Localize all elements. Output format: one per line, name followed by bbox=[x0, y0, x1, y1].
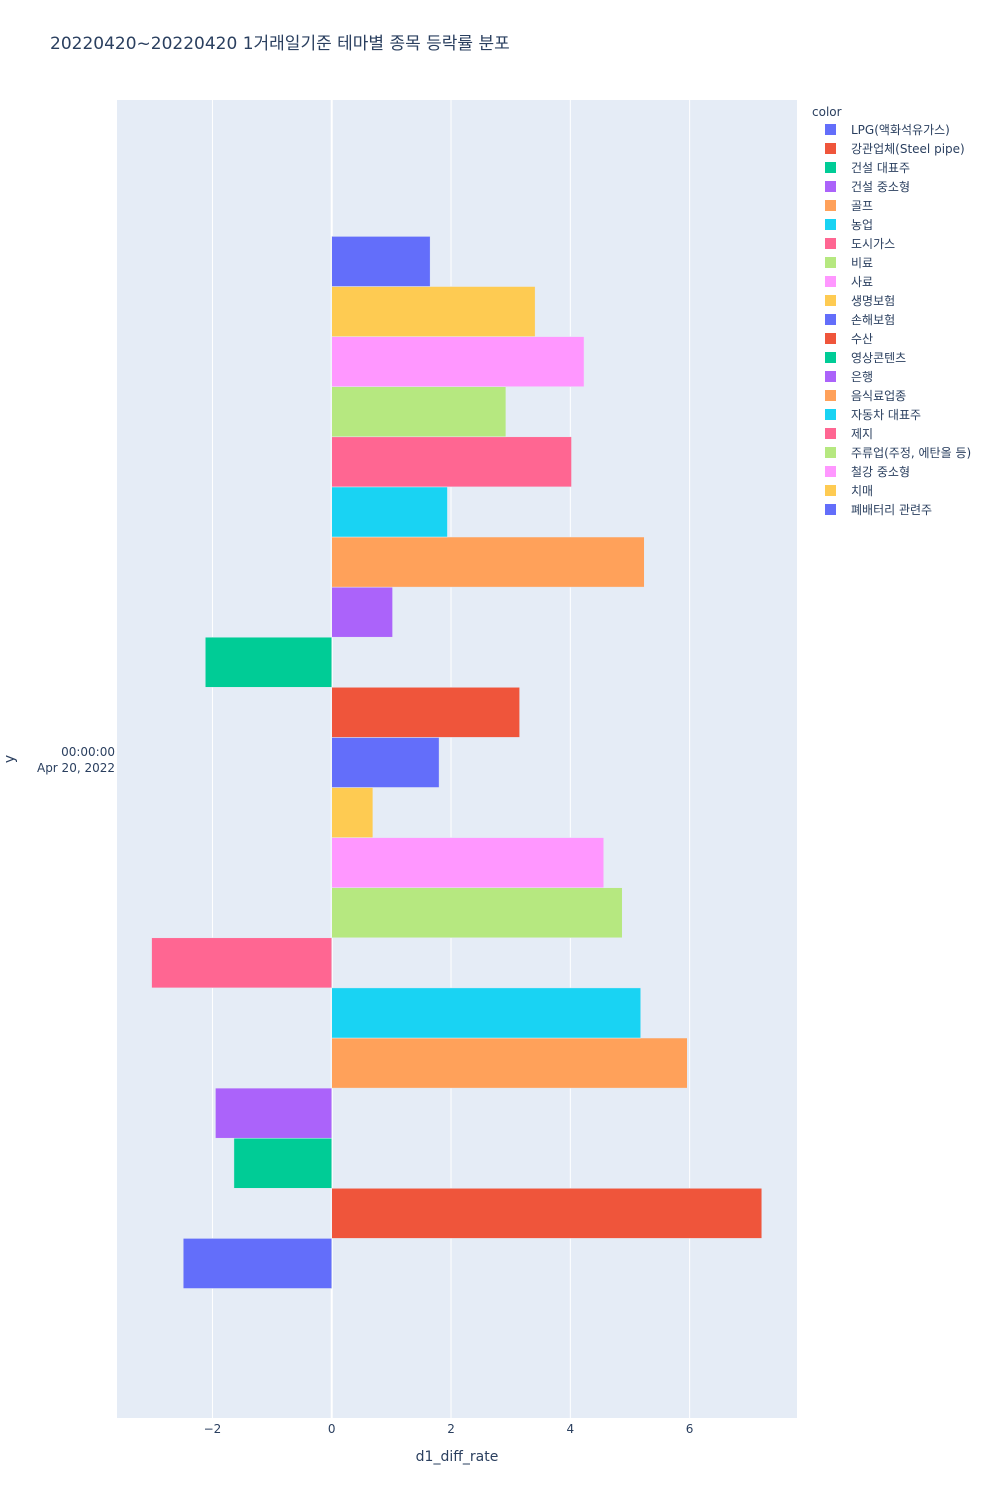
legend-swatch bbox=[825, 485, 836, 496]
bar bbox=[331, 236, 431, 287]
legend-swatch bbox=[825, 504, 836, 515]
bar bbox=[331, 286, 536, 337]
legend-swatch bbox=[825, 428, 836, 439]
bar bbox=[331, 987, 641, 1039]
legend-item-label: 비료 bbox=[851, 256, 873, 270]
legend-item-label: 자동차 대표주 bbox=[851, 408, 921, 422]
legend-swatch bbox=[825, 276, 836, 287]
legend-swatch bbox=[825, 466, 836, 477]
bar bbox=[331, 1188, 763, 1239]
legend-swatch bbox=[825, 200, 836, 211]
bar bbox=[331, 536, 645, 588]
legend-item-label: 생명보험 bbox=[851, 294, 895, 308]
legend-item-label: 골프 bbox=[851, 199, 873, 213]
legend-item-label: 농업 bbox=[851, 218, 873, 232]
x-tick-label: −2 bbox=[204, 1422, 222, 1436]
legend-item-label: 손해보험 bbox=[851, 313, 895, 327]
chart-title: 20220420~20220420 1거래일기준 테마별 종목 등락률 분포 bbox=[50, 34, 510, 54]
legend-item-label: 치매 bbox=[851, 484, 873, 498]
bar bbox=[331, 887, 623, 939]
bar bbox=[331, 687, 520, 738]
y-tick-time: 00:00:00 bbox=[61, 745, 115, 759]
legend-item-label: 건설 중소형 bbox=[851, 180, 910, 194]
bar bbox=[182, 1238, 332, 1289]
legend-item-label: 은행 bbox=[851, 369, 873, 384]
legend-swatch bbox=[825, 219, 836, 230]
legend-swatch bbox=[825, 295, 836, 306]
legend-item-label: LPG(액화석유가스) bbox=[851, 123, 950, 137]
legend-swatch bbox=[825, 181, 836, 192]
legend-swatch bbox=[825, 238, 836, 249]
x-tick-label: 6 bbox=[686, 1422, 694, 1436]
legend-item-label: 도시가스 bbox=[851, 237, 895, 251]
legend-item-label: 강관업체(Steel pipe) bbox=[851, 142, 965, 156]
legend-item-label: 사료 bbox=[851, 275, 873, 289]
legend-item-label: 제지 bbox=[851, 427, 873, 441]
x-axis-title: d1_diff_rate bbox=[416, 1449, 499, 1465]
bar bbox=[215, 1087, 332, 1139]
legend-swatch bbox=[825, 124, 836, 135]
legend: color LPG(액화석유가스) 강관업체(Steel pipe) 건설 대표주건… bbox=[812, 105, 971, 517]
legend-item-label: 음식료업종 bbox=[851, 389, 906, 403]
x-tick-label: 2 bbox=[447, 1422, 455, 1436]
legend-item-label: 건설 대표주 bbox=[851, 161, 910, 175]
bar bbox=[151, 937, 332, 989]
legend-swatch bbox=[825, 143, 836, 154]
bar bbox=[331, 1037, 688, 1089]
bar bbox=[331, 436, 572, 488]
bar bbox=[331, 336, 585, 387]
legend-swatch bbox=[825, 390, 836, 401]
legend-item-label: 수산 bbox=[851, 332, 873, 346]
bar bbox=[331, 586, 393, 638]
legend-swatch bbox=[825, 314, 836, 325]
legend-swatch bbox=[825, 257, 836, 268]
legend-item-label: 철강 중소형 bbox=[851, 465, 910, 479]
bar bbox=[331, 386, 507, 438]
legend-swatch bbox=[825, 409, 836, 420]
legend-swatch bbox=[825, 162, 836, 173]
bar bbox=[331, 837, 604, 888]
x-axis-ticks: −2 0 2 4 6 bbox=[204, 1422, 694, 1436]
bar bbox=[331, 787, 374, 838]
legend-title: color bbox=[812, 105, 842, 119]
legend-item-label: 폐배터리 관련주 bbox=[851, 503, 932, 517]
y-tick-date: Apr 20, 2022 bbox=[37, 761, 115, 775]
bar bbox=[331, 486, 448, 538]
legend-item-label: 주류업(주정, 에탄올 등) bbox=[851, 446, 971, 460]
x-tick-label: 0 bbox=[328, 1422, 336, 1436]
x-tick-label: 4 bbox=[567, 1422, 575, 1436]
bars bbox=[151, 236, 763, 1289]
legend-swatch bbox=[825, 333, 836, 344]
legend-swatch bbox=[825, 371, 836, 382]
legend-swatch bbox=[825, 352, 836, 363]
bar bbox=[205, 636, 332, 688]
legend-swatch bbox=[825, 447, 836, 458]
bar bbox=[331, 737, 440, 788]
legend-item-label: 영상콘텐츠 bbox=[851, 351, 906, 365]
bar bbox=[233, 1137, 332, 1189]
y-axis-title: y bbox=[2, 755, 18, 763]
